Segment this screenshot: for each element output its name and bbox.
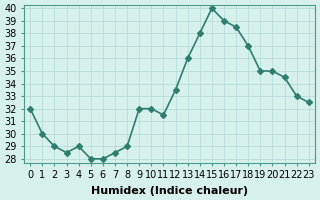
X-axis label: Humidex (Indice chaleur): Humidex (Indice chaleur)	[91, 186, 248, 196]
